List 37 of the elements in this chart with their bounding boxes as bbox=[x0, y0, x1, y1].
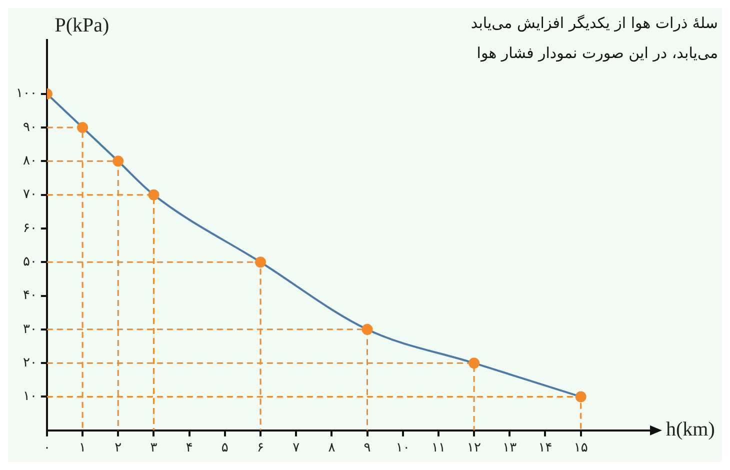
x-tick-label: ۱۳ bbox=[502, 440, 517, 456]
y-tick-label: ۹۰ bbox=[22, 120, 37, 135]
y-tick-label: ۸۰ bbox=[22, 154, 37, 169]
y-tick-label: ۴۰ bbox=[22, 288, 37, 304]
x-tick-label: ۵ bbox=[221, 440, 228, 456]
annotation: می‌یابد، در این صورت نمودار فشار هوا bbox=[476, 43, 718, 64]
x-tick-label: ۴ bbox=[186, 440, 193, 456]
point bbox=[148, 189, 160, 200]
text: سلهٔ ذرات هوا از یکدیگر افزایش می‌یابد bbox=[470, 13, 718, 34]
x-tick-label: ۱۰ bbox=[396, 440, 410, 456]
x-tick-label: ۶ bbox=[257, 440, 264, 456]
y-tick-label: ۷۰ bbox=[22, 187, 37, 202]
x-tick-label: ۱ bbox=[79, 440, 86, 456]
x-tick-label: ۱۱ bbox=[431, 440, 446, 456]
x-tick-label: ۷ bbox=[292, 440, 300, 456]
x-tick-label: ۱۵ bbox=[574, 440, 588, 456]
point bbox=[362, 324, 373, 335]
y-tick-label: ۱۰ bbox=[22, 389, 37, 404]
point bbox=[468, 358, 480, 369]
x-tick-label: ۸ bbox=[328, 440, 336, 456]
point bbox=[575, 391, 586, 402]
x-tick-label: ۰ bbox=[43, 440, 50, 456]
x-axis-title: h(km) bbox=[666, 418, 715, 441]
x-tick-label: ۲ bbox=[114, 440, 122, 456]
y-tick-label: ۱۰۰ bbox=[16, 86, 37, 102]
x-tick-label: ۳ bbox=[150, 440, 158, 456]
y-tick-label: ۳۰ bbox=[22, 322, 37, 337]
y-tick-label: ۲۰ bbox=[22, 355, 37, 370]
point bbox=[254, 256, 266, 268]
y-axis-title: P(kPa) bbox=[54, 14, 110, 36]
point bbox=[112, 156, 124, 167]
x-tick-label: ۱۲ bbox=[467, 440, 482, 456]
point bbox=[77, 122, 88, 134]
x-tick-label: ۹ bbox=[364, 440, 371, 456]
x-tick-label: ۱۴ bbox=[538, 440, 552, 456]
y-tick-label: ۶۰ bbox=[22, 220, 37, 236]
y-tick-label: ۵۰ bbox=[22, 254, 37, 270]
